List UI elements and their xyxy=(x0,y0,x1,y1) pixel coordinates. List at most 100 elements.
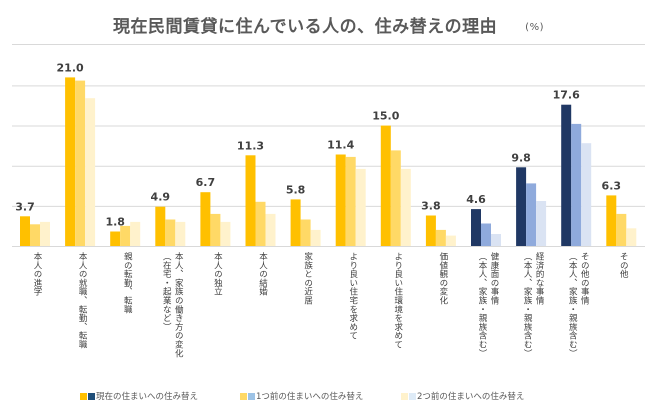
x-tick-label: 本人、家族の働き方の変化 （在宅・起業など） xyxy=(160,252,184,358)
legend-label: 1つ前の住まいへの住み替え xyxy=(256,392,364,402)
data-label: 5.8 xyxy=(286,183,306,196)
bar-series-1 xyxy=(516,167,527,246)
data-label: 9.8 xyxy=(511,151,531,164)
data-label: 11.3 xyxy=(237,139,264,152)
bar-series-2 xyxy=(210,213,221,246)
bar-series-1 xyxy=(20,216,30,246)
legend-swatch-gold xyxy=(80,392,87,400)
bar-series-3 xyxy=(626,228,637,246)
legend-label: 現在の住まいへの住み替え xyxy=(96,392,199,402)
x-tick-label-sub: （本人、家族・親族含む） xyxy=(567,252,578,358)
x-tick-label: より良い住環境を求めて xyxy=(392,252,404,349)
bar-series-3 xyxy=(85,98,96,246)
data-label: 6.3 xyxy=(602,179,622,192)
bar-series-3 xyxy=(445,235,456,246)
bar-series-3 xyxy=(355,168,366,246)
chart-title: 現在民間賃貸に住んでいる人の、住み替えの理由 (%) xyxy=(0,12,657,37)
bar-series-3 xyxy=(265,213,276,246)
x-tick-label: その他の事情 （本人、家族・親族含む） xyxy=(566,252,590,358)
data-label: 1.8 xyxy=(105,216,125,229)
legend-item-previous-1: 1つ前の住まいへの住み替え xyxy=(240,390,363,402)
bar-series-1 xyxy=(245,155,256,246)
legend-swatch-blue xyxy=(409,392,416,400)
x-tick-label: 親の転勤、転職 xyxy=(121,252,133,314)
data-label: 3.8 xyxy=(421,200,441,213)
data-label: 4.9 xyxy=(151,191,171,204)
data-label: 4.6 xyxy=(466,193,486,206)
x-tick-label-main: その他の事情 xyxy=(579,252,590,305)
bar-series-1 xyxy=(290,199,301,246)
bar-series-2 xyxy=(165,219,176,246)
bar-series-2 xyxy=(120,225,131,246)
x-tick-label-main: より良い住環境を求めて xyxy=(392,252,403,349)
legend-item-current: 現在の住まいへの住み替え xyxy=(80,390,198,402)
bar-series-2 xyxy=(345,156,356,246)
data-label: 3.7 xyxy=(15,200,35,213)
data-label: 21.0 xyxy=(57,61,84,74)
data-label: 17.6 xyxy=(553,89,580,102)
x-tick-label-main: 本人の進学 xyxy=(32,252,42,296)
x-tick-label: 経済的な事情 （本人、家族・親族含む） xyxy=(521,252,545,358)
x-tick-label-sub: （本人、家族・親族含む） xyxy=(522,252,533,358)
bar-series-1 xyxy=(380,125,391,246)
legend-label: 2つ前の住まいへの住み替え xyxy=(417,392,525,402)
x-tick-label: その他 xyxy=(617,252,629,278)
bar-series-3 xyxy=(175,221,186,246)
data-label: 11.4 xyxy=(327,139,354,152)
legend-swatch-blue xyxy=(248,392,255,400)
bar-series-2 xyxy=(75,80,86,246)
x-tick-label: 本人の独立 xyxy=(211,252,223,296)
x-tick-label-main: 経済的な事情 xyxy=(534,252,545,305)
bar-series-1 xyxy=(606,195,617,246)
x-tick-label-main: より良い住宅を求めて xyxy=(347,252,358,340)
x-tick-label-main: 健康面の事情 xyxy=(489,252,499,305)
bar-series-2 xyxy=(30,224,40,246)
bar-series-1 xyxy=(155,206,166,246)
x-tick-label-sub: （在宅・起業など） xyxy=(161,252,172,332)
x-tick-label: 本人の就職、転勤、転職 xyxy=(76,252,88,349)
x-tick-label-main: その他 xyxy=(618,252,629,279)
data-label: 15.0 xyxy=(372,110,399,123)
x-tick-label: 本人の進学 xyxy=(31,252,43,296)
legend-swatch-gold xyxy=(401,392,408,400)
bar-series-3 xyxy=(130,221,141,246)
unit-label: (%) xyxy=(525,22,544,33)
bar-series-2 xyxy=(571,123,582,246)
title-divider xyxy=(12,44,645,45)
bar-series-2 xyxy=(390,150,401,246)
bar-series-1 xyxy=(200,192,211,246)
bar-series-3 xyxy=(536,201,547,246)
x-tick-label-main: 親の転勤、転職 xyxy=(122,252,133,314)
bar-series-2 xyxy=(255,201,266,246)
x-tick-label-sub: （本人、家族・親族含む） xyxy=(477,252,487,358)
legend-swatch-gold xyxy=(240,392,247,400)
x-tick-label-main: 本人の独立 xyxy=(212,252,223,296)
data-label: 6.7 xyxy=(196,176,216,189)
legend: 現在の住まいへの住み替え 1つ前の住まいへの住み替え 2つ前の住まいへの住み替え xyxy=(0,390,657,406)
bar-series-1 xyxy=(65,77,76,247)
legend-item-previous-2: 2つ前の住まいへの住み替え xyxy=(401,390,524,402)
bar-series-1 xyxy=(561,104,572,246)
bar-series-1 xyxy=(110,231,121,246)
bar-series-3 xyxy=(40,221,50,246)
x-tick-label: 価値観の変化 xyxy=(437,252,449,305)
x-tick-label: 本人の結婚 xyxy=(257,252,269,296)
bar-series-1 xyxy=(335,154,346,246)
bar-series-3 xyxy=(220,221,231,246)
bar-series-2 xyxy=(300,219,311,246)
chart-title-text: 現在民間賃貸に住んでいる人の、住み替えの理由 xyxy=(113,17,498,37)
bar-series-3 xyxy=(581,143,592,246)
bar-series-2 xyxy=(481,223,491,246)
bar-series-3 xyxy=(310,229,321,246)
x-tick-label-main: 本人の結婚 xyxy=(257,252,268,296)
x-tick-label: 家族との近居 xyxy=(302,252,314,305)
bar-series-2 xyxy=(526,183,537,246)
x-tick-label-main: 価値観の変化 xyxy=(437,252,448,305)
x-tick-label-main: 家族との近居 xyxy=(302,252,313,305)
bar-series-1 xyxy=(425,215,436,246)
bar-series-2 xyxy=(435,229,446,246)
x-tick-label-main: 本人、家族の働き方の変化 xyxy=(173,252,184,358)
x-tick-label: より良い住宅を求めて xyxy=(347,252,359,340)
legend-swatch-blue xyxy=(88,392,95,400)
